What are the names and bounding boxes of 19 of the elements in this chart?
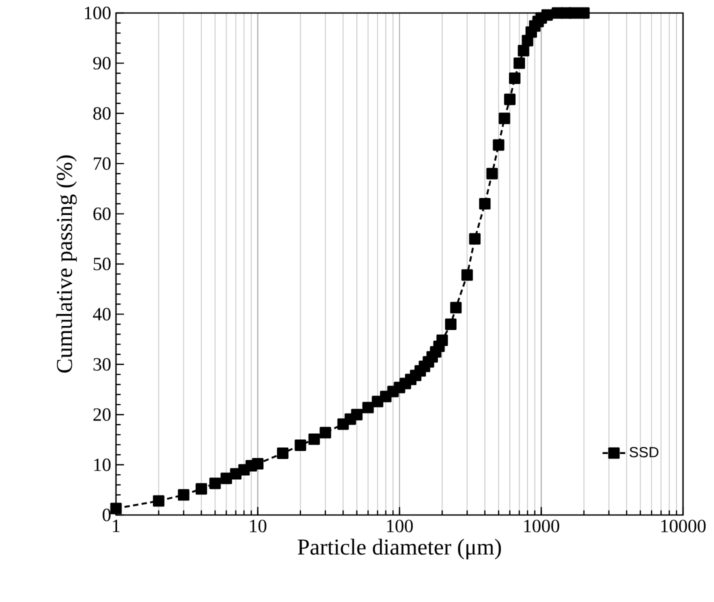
y-tick-label: 20 [93,408,111,421]
y-tick-label: 80 [93,107,111,120]
x-tick-label: 100 [387,520,413,532]
legend-label: SSD [630,446,658,458]
x-tick-label: 10000 [661,520,706,532]
x-tick-label: 1 [112,520,120,532]
y-tick-label: 10 [94,458,111,472]
y-tick-label: 100 [84,6,111,20]
x-tick-label: 1000 [524,520,560,532]
y-tick-label: 50 [94,258,111,270]
y-tick-label: 60 [93,207,111,220]
y-tick-label: 90 [93,56,111,70]
y-tick-label: 0 [102,508,111,522]
y-tick-label: 40 [92,308,111,320]
y-tick-label: 70 [94,157,111,170]
x-tick-label: 10 [250,520,266,532]
y-axis-title: Cumulative passing (%) [56,155,77,373]
x-axis-title: Particle diameter (μm) [298,538,501,560]
y-tick-label: 30 [94,358,111,371]
